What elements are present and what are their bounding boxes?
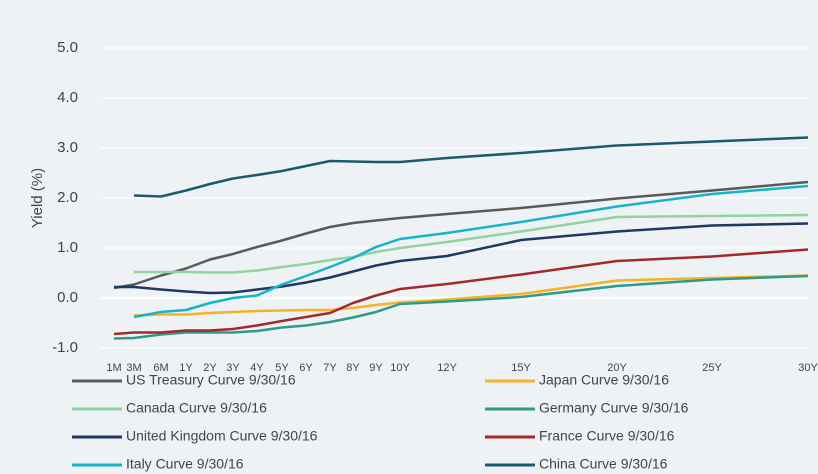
x-tick-label: 1Y xyxy=(179,362,193,374)
series-line xyxy=(133,184,809,319)
y-tick-label: 5.0 xyxy=(57,39,78,56)
x-tick-label: 6M xyxy=(153,362,168,374)
y-tick-label: 4.0 xyxy=(57,89,78,106)
y-tick-label: 0.0 xyxy=(57,289,78,306)
x-tick-label: 8Y xyxy=(346,362,360,374)
legend-label: France Curve 9/30/16 xyxy=(539,428,675,444)
x-tick-label: 3M xyxy=(126,362,141,374)
legend-label: Italy Curve 9/30/16 xyxy=(126,456,244,472)
legend-label: US Treasury Curve 9/30/16 xyxy=(126,372,296,388)
legend-label: Germany Curve 9/30/16 xyxy=(539,400,689,416)
x-tick-label: 10Y xyxy=(390,362,410,374)
x-tick-label: 25Y xyxy=(702,362,722,374)
y-tick-label: 3.0 xyxy=(57,139,78,156)
series-line xyxy=(114,222,809,295)
series-line xyxy=(134,213,809,274)
x-tick-label: 30Y xyxy=(798,362,818,374)
legend-label: Canada Curve 9/30/16 xyxy=(126,400,267,416)
legend-label: China Curve 9/30/16 xyxy=(539,456,668,472)
y-tick-label: -1.0 xyxy=(52,339,78,356)
series-line xyxy=(133,136,809,198)
legend-label: United Kingdom Curve 9/30/16 xyxy=(126,428,318,444)
series-line xyxy=(133,274,809,317)
x-tick-label: 15Y xyxy=(511,362,531,374)
x-tick-label: 5Y xyxy=(275,362,289,374)
y-tick-label: 2.0 xyxy=(57,189,78,206)
series-line xyxy=(113,180,809,290)
series-line xyxy=(113,248,809,336)
x-tick-label: 4Y xyxy=(250,362,264,374)
x-tick-label: 9Y xyxy=(369,362,383,374)
x-tick-label: 1M xyxy=(106,362,121,374)
x-tick-label: 3Y xyxy=(226,362,240,374)
x-tick-label: 12Y xyxy=(437,362,457,374)
x-tick-label: 20Y xyxy=(607,362,627,374)
series-line xyxy=(113,274,809,340)
y-tick-label: 1.0 xyxy=(57,239,78,256)
legend-label: Japan Curve 9/30/16 xyxy=(539,372,669,388)
x-tick-label: 6Y xyxy=(299,362,313,374)
x-tick-label: 2Y xyxy=(203,362,217,374)
x-tick-label: 7Y xyxy=(323,362,337,374)
y-axis-label: Yield (%) xyxy=(29,168,46,228)
